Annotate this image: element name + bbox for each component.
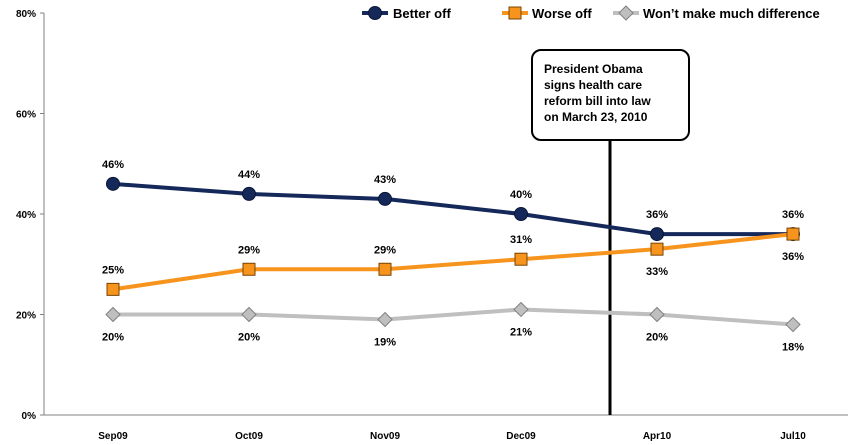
data-point — [650, 227, 664, 242]
y-tick-label: 60% — [16, 110, 36, 121]
data-label: 44% — [238, 169, 260, 181]
annotation-line-text: signs health care — [544, 78, 642, 92]
x-tick-label: Sep09 — [98, 431, 128, 442]
y-tick-label: 80% — [16, 9, 36, 20]
data-label: 18% — [782, 342, 804, 354]
series-2: 20% 20% 19% 21% 20% 18% — [102, 301, 804, 354]
data-point — [241, 306, 257, 323]
data-point — [514, 207, 528, 221]
x-tick-label: Dec09 — [506, 431, 536, 442]
legend: Better off Worse off Won’t make much diffe… — [362, 5, 820, 21]
series-group: 46%44% 43%40%36% 36%25%29% 29%31%33%36%20% 2… — [102, 159, 804, 354]
data-point — [242, 186, 256, 201]
legend-marker — [508, 6, 522, 20]
x-tick-label: Jul10 — [780, 431, 806, 442]
data-label: 36% — [646, 209, 668, 221]
legend-item-0: Better off — [362, 6, 451, 21]
data-point — [106, 282, 120, 296]
data-label: 20% — [102, 332, 124, 344]
series-1: 25% 29% 29% 31% 33% 36% — [102, 227, 804, 296]
annotation: President Obama signs health care reform b… — [531, 49, 690, 415]
data-label: 46% — [102, 159, 124, 171]
annotation-text: President Obama signs health care reform b… — [544, 62, 651, 124]
series-line — [112, 181, 793, 237]
series-0: 46% 44% 43% 40% 36% 36% — [102, 159, 804, 242]
legend-label: Won’t make much difference — [643, 6, 820, 21]
data-label: 33% — [646, 266, 668, 278]
legend-marker — [618, 5, 634, 21]
data-point — [514, 252, 528, 266]
x-tick-label: Apr10 — [643, 431, 672, 442]
data-label: 25% — [102, 264, 124, 276]
data-point — [650, 242, 664, 256]
y-tick-label: 0% — [22, 411, 37, 422]
data-label: 19% — [374, 337, 396, 349]
data-label: 20% — [646, 332, 668, 344]
data-label: 20% — [238, 332, 260, 344]
data-label: 31% — [510, 234, 532, 246]
data-point — [106, 176, 120, 191]
data-label: 43% — [374, 174, 396, 186]
annotation-line-text: President Obama — [544, 62, 643, 76]
data-point — [649, 306, 665, 323]
data-point — [105, 306, 121, 323]
legend-label: Worse off — [532, 6, 592, 21]
data-label: 29% — [238, 244, 260, 256]
series-line — [112, 232, 794, 292]
legend-item-2: Won’t make much difference — [613, 5, 820, 21]
x-tick-label: Oct09 — [235, 431, 263, 442]
data-label: 36% — [782, 251, 804, 263]
data-label: 40% — [510, 189, 532, 201]
y-tick-label: 40% — [16, 210, 36, 221]
data-label: 36% — [782, 209, 804, 221]
annotation-box — [531, 49, 690, 141]
data-point — [378, 191, 392, 206]
data-point — [378, 262, 392, 276]
data-point — [242, 262, 256, 276]
annotation-line-text: on March 23, 2010 — [544, 110, 648, 124]
data-label: 29% — [374, 244, 396, 256]
data-point — [785, 316, 801, 333]
data-point — [513, 301, 529, 318]
legend-marker — [368, 6, 382, 20]
annotation-line-text: reform bill into law — [544, 94, 651, 108]
x-axis: Sep09 Oct09 Nov09 Dec09 Apr10 Jul10 — [44, 414, 848, 442]
y-axis: 0% 20% 40% 60% 80% — [16, 9, 45, 422]
series-line — [113, 307, 794, 327]
data-point — [786, 227, 800, 241]
data-point — [377, 311, 393, 328]
x-tick-label: Nov09 — [370, 431, 400, 442]
legend-item-1: Worse off — [502, 6, 592, 21]
y-tick-label: 20% — [16, 311, 36, 322]
data-label: 21% — [510, 326, 532, 338]
legend-label: Better off — [393, 6, 451, 21]
